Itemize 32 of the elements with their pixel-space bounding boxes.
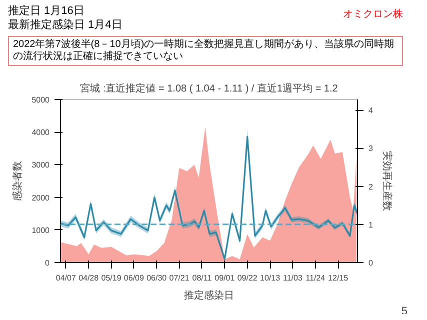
x-tick-label: 11/03 xyxy=(282,274,303,282)
text: 最新推定感染日 1月4日 xyxy=(8,19,122,31)
x-tick-label: 06/30 xyxy=(146,274,168,282)
y2-tick-label: 1 xyxy=(368,220,374,230)
y-tick-label: 5000 xyxy=(32,96,50,104)
chart-title: 宮城 :直近推定値 = 1.08 ( 1.04 - 1.11 ) / 直近1週平均 = 1.2 xyxy=(80,82,338,94)
y-tick-label: 0 xyxy=(45,258,50,268)
y2-tick-label: 0 xyxy=(368,258,374,268)
x-tick-label: 08/11 xyxy=(192,274,212,282)
x-tick-label: 07/21 xyxy=(169,274,190,282)
x-tick-label: 05/19 xyxy=(101,274,122,282)
y2-tick-label: 3 xyxy=(368,144,374,154)
x-tick-label: 09/01 xyxy=(214,274,236,282)
y-axis-title: 感染者数 xyxy=(12,161,24,201)
y2-tick-label: 4 xyxy=(368,106,374,116)
text: 2022年第7波後半(8－10月頃)の一時期に全数把握見直し期間があり、当該県の同時期の流行状況は正確に捕捉できていない xyxy=(8,36,403,66)
x-tick-label: 12/15 xyxy=(328,274,349,282)
text: オミクロン株 xyxy=(343,8,403,22)
x-axis-title: 推定感染日 xyxy=(184,290,234,302)
x-tick-label: 09/22 xyxy=(237,274,258,282)
text: 推定日 1月16日 xyxy=(8,5,84,17)
x-tick-label: 04/28 xyxy=(78,274,100,282)
y2-tick-label: 2 xyxy=(368,182,374,192)
y-tick-label: 3000 xyxy=(32,160,50,170)
x-tick-label: 11/24 xyxy=(306,274,326,282)
y-tick-label: 4000 xyxy=(32,128,50,138)
y-tick-label: 2000 xyxy=(32,193,50,202)
x-tick-label: 06/09 xyxy=(124,274,144,282)
x-tick-label: 10/13 xyxy=(260,274,281,282)
x-tick-label: 04/07 xyxy=(56,274,76,282)
y2-axis-title: 実効再生産数 xyxy=(380,151,393,211)
y-tick-label: 1000 xyxy=(32,226,50,235)
